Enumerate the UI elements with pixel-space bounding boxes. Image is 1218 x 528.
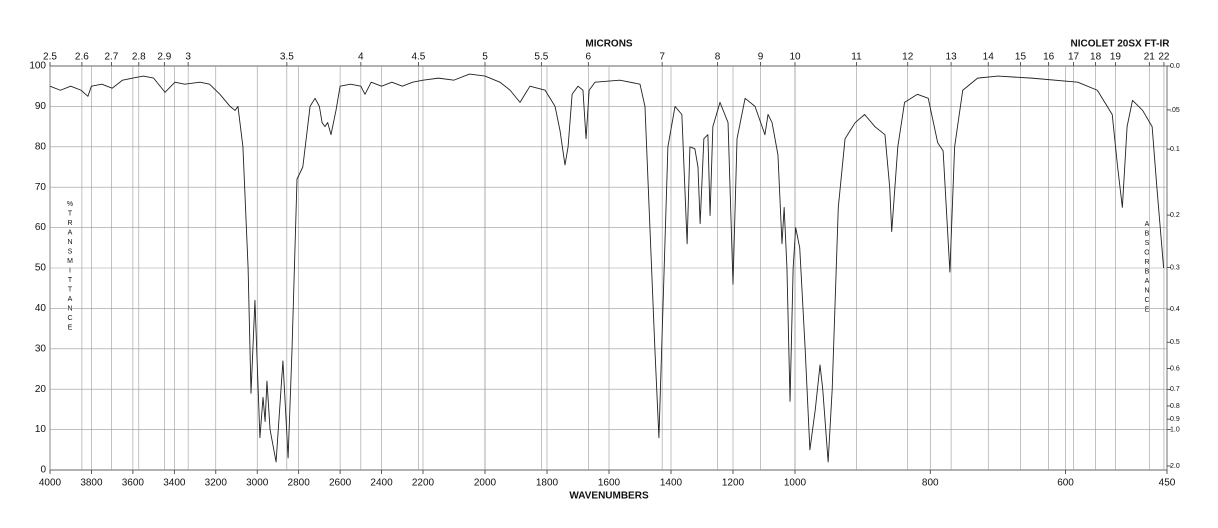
y2-tick-label: 0.0 [1170,63,1180,70]
x-tick-label: 1800 [536,478,559,489]
x-tick-label: 3200 [205,478,228,489]
y-tick-label: 50 [35,263,47,274]
x2-tick-label: 2.9 [157,52,171,63]
y-tick-label: 30 [35,343,47,354]
x2-tick-label: 22 [1158,52,1170,63]
x-tick-label: 4000 [39,478,62,489]
y2-tick-label: 0.5 [1170,339,1180,346]
x-tick-label: 2800 [288,478,311,489]
x2-tick-label: 3.5 [280,52,294,63]
y-axis-label: % T R A N S M I T T A N C E [67,201,73,332]
x-tick-label: 450 [1159,478,1176,489]
y2-tick-label: 0.6 [1170,365,1180,372]
x-tick-label: 3400 [163,478,186,489]
x-tick-label: 1400 [660,478,683,489]
y-tick-label: 70 [35,182,47,193]
y-tick-label: 90 [35,101,47,112]
y2-tick-label: 0.9 [1170,416,1180,423]
x2-tick-label: 11 [851,52,862,63]
x2-tick-label: 2.5 [43,52,57,63]
x-tick-label: 3600 [122,478,145,489]
y2-tick-label: 0.1 [1170,146,1180,153]
x2-tick-label: 21 [1144,52,1156,63]
x2-tick-label: 18 [1090,52,1102,63]
x-tick-label: 2200 [412,478,435,489]
x-tick-label: 1000 [784,478,807,489]
y2-tick-label: .05 [1170,107,1180,114]
x2-tick-label: 2.8 [132,52,146,63]
x2-tick-label: 7 [659,52,665,63]
x-tick-label: 3000 [246,478,269,489]
y-tick-label: 100 [29,61,46,72]
y-tick-label: 80 [35,141,47,152]
y2-tick-label: 0.2 [1170,212,1180,219]
x2-tick-label: 17 [1068,52,1080,63]
x2-tick-label: 5 [482,52,488,63]
x2-tick-label: 8 [715,52,721,63]
y2-tick-label: 1.0 [1170,426,1180,433]
x-tick-label: 1600 [598,478,621,489]
x2-tick-label: 13 [946,52,958,63]
y-tick-label: 40 [35,303,47,314]
x-tick-label: 2400 [370,478,393,489]
y2-tick-label: 0.3 [1170,264,1180,271]
y2-tick-label: 0.4 [1170,306,1180,313]
spectrum-line [49,73,1165,463]
x2-tick-label: 15 [1015,52,1027,63]
y2-tick-label: 0.7 [1170,386,1180,393]
x2-tick-label: 10 [789,52,801,63]
y-tick-label: 10 [35,424,47,435]
x2-tick-label: 12 [902,52,914,63]
chart-title: NICOLET 20SX FT-IR [1071,39,1171,50]
x2-tick-label: 2.6 [75,52,89,63]
x2-tick-label: 4 [358,52,364,63]
y-tick-label: 20 [35,384,47,395]
y-tick-label: 0 [40,465,46,476]
y-tick-label: 60 [35,222,47,233]
x-tick-label: 2000 [474,478,497,489]
x2-tick-label: 19 [1110,52,1122,63]
x-tick-label: 800 [922,478,939,489]
x-axis-label: WAVENUMBERS [569,491,649,502]
x2-tick-label: 4.5 [411,52,425,63]
x-tick-label: 600 [1057,478,1074,489]
y2-tick-label: 2.0 [1170,463,1180,470]
x2-tick-label: 3 [185,52,191,63]
x2-tick-label: 14 [983,52,995,63]
x2-tick-label: 16 [1043,52,1055,63]
x2-axis-label: MICRONS [585,39,633,50]
x-tick-label: 3800 [80,478,103,489]
x2-tick-label: 9 [758,52,764,63]
x2-tick-label: 2.7 [104,52,118,63]
x-tick-label: 2600 [329,478,352,489]
y2-tick-label: 0.8 [1170,403,1180,410]
x2-tick-label: 6 [586,52,592,63]
x2-tick-label: 5.5 [534,52,548,63]
x-tick-label: 1200 [722,478,745,489]
